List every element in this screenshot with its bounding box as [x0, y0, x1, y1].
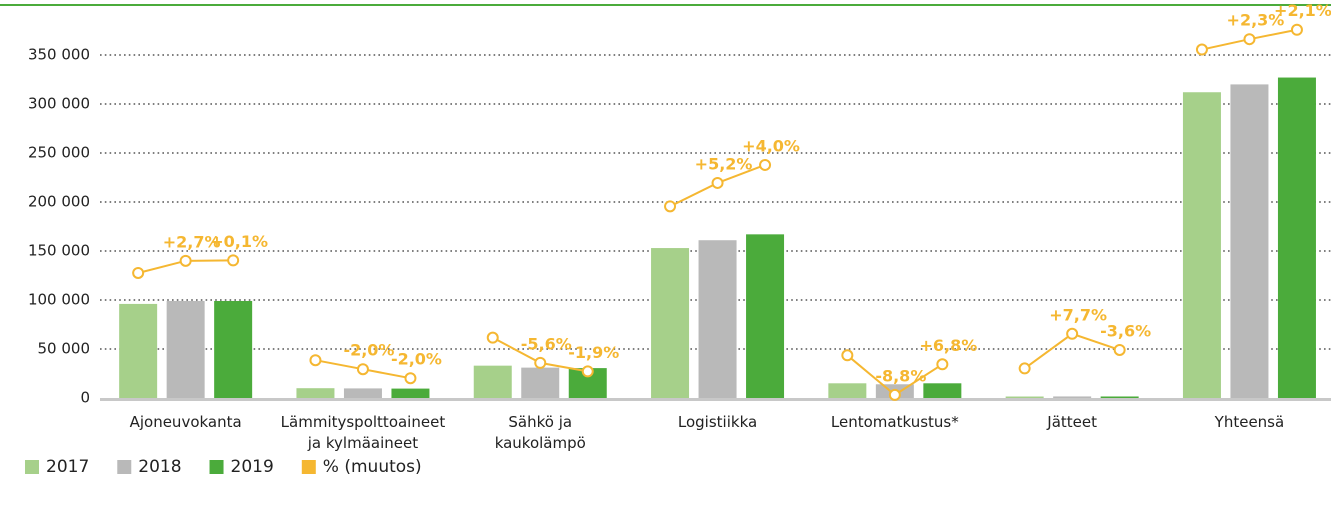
bar: [521, 367, 560, 398]
pct-label: +6,8%: [919, 336, 977, 355]
y-tick-label: 0: [80, 389, 90, 407]
bar: [923, 383, 962, 398]
pct-marker: [1018, 362, 1031, 375]
pct-label: -8,8%: [875, 366, 926, 385]
pct-marker: [404, 372, 417, 385]
y-tick-label: 300 000: [28, 95, 90, 113]
x-tick-label: Sähkö ja kaukolämpö: [495, 413, 586, 452]
x-tick-label: Lentomatkustus*: [831, 413, 959, 431]
pct-label: +2,1%: [1274, 1, 1331, 20]
pct-marker: [534, 356, 547, 369]
pct-marker: [1243, 33, 1256, 46]
bar: [1182, 92, 1221, 399]
pct-marker: [132, 266, 145, 279]
pct-label: +0,1%: [210, 232, 268, 251]
pct-label: +5,2%: [695, 154, 753, 173]
x-tick-label: Ajoneuvokanta: [130, 413, 242, 431]
bar: [1277, 77, 1316, 398]
pct-marker: [356, 363, 369, 376]
x-tick-label: Jätteet: [1046, 413, 1097, 431]
pct-label: -2,0%: [391, 350, 442, 369]
pct-marker: [486, 331, 499, 344]
bar: [166, 300, 205, 398]
bar: [473, 365, 512, 398]
pct-marker: [1290, 23, 1303, 36]
pct-marker: [888, 388, 901, 401]
bar: [746, 234, 785, 398]
pct-marker: [227, 254, 240, 267]
legend-label: 2017: [46, 457, 89, 477]
y-tick-label: 100 000: [28, 291, 90, 309]
bar: [1230, 84, 1269, 399]
legend-label: 2019: [231, 457, 274, 477]
y-tick-label: 250 000: [28, 144, 90, 162]
bar: [651, 248, 690, 398]
pct-label: -5,6%: [521, 334, 572, 353]
x-tick-label: Yhteensä: [1214, 413, 1285, 431]
bar: [1053, 396, 1092, 398]
bar: [1100, 396, 1139, 398]
legend-swatch: [117, 460, 132, 474]
bar: [828, 383, 867, 398]
bar: [214, 300, 253, 398]
pct-label: -1,9%: [568, 343, 619, 362]
bar: [296, 388, 335, 398]
legend-swatch: [209, 460, 224, 474]
x-tick-label: Lämmityspolttoaineet ja kylmäaineet: [281, 413, 446, 452]
y-tick-label: 200 000: [28, 193, 90, 211]
pct-marker: [581, 365, 594, 378]
pct-marker: [179, 254, 192, 267]
y-tick-label: 350 000: [28, 46, 90, 64]
pct-marker: [1113, 343, 1126, 356]
pct-label: +2,3%: [1227, 11, 1285, 30]
bar: [391, 388, 430, 398]
legend-swatch: [25, 460, 39, 474]
pct-label: +2,7%: [163, 232, 221, 251]
pct-marker: [309, 354, 322, 367]
y-tick-label: 50 000: [38, 340, 91, 358]
pct-marker: [936, 358, 949, 371]
pct-marker: [711, 176, 724, 189]
legend-swatch: [301, 460, 316, 474]
bar: [1005, 396, 1044, 398]
legend-label: % (muutos): [323, 457, 422, 477]
pct-marker: [664, 200, 677, 213]
pct-label: -3,6%: [1100, 321, 1151, 340]
pct-marker: [841, 349, 854, 362]
pct-marker: [1066, 327, 1079, 340]
bar: [343, 388, 382, 398]
pct-marker: [1195, 43, 1208, 56]
top-rule: [0, 4, 1331, 6]
y-tick-label: 150 000: [28, 242, 90, 260]
pct-label: +7,7%: [1049, 305, 1107, 324]
pct-marker: [759, 158, 772, 171]
legend-label: 2018: [138, 457, 181, 477]
bar: [698, 240, 737, 398]
pct-label: +4,0%: [742, 136, 800, 155]
x-tick-label: Logistiikka: [678, 413, 757, 431]
pct-label: -2,0%: [343, 341, 394, 360]
bar: [119, 303, 158, 398]
